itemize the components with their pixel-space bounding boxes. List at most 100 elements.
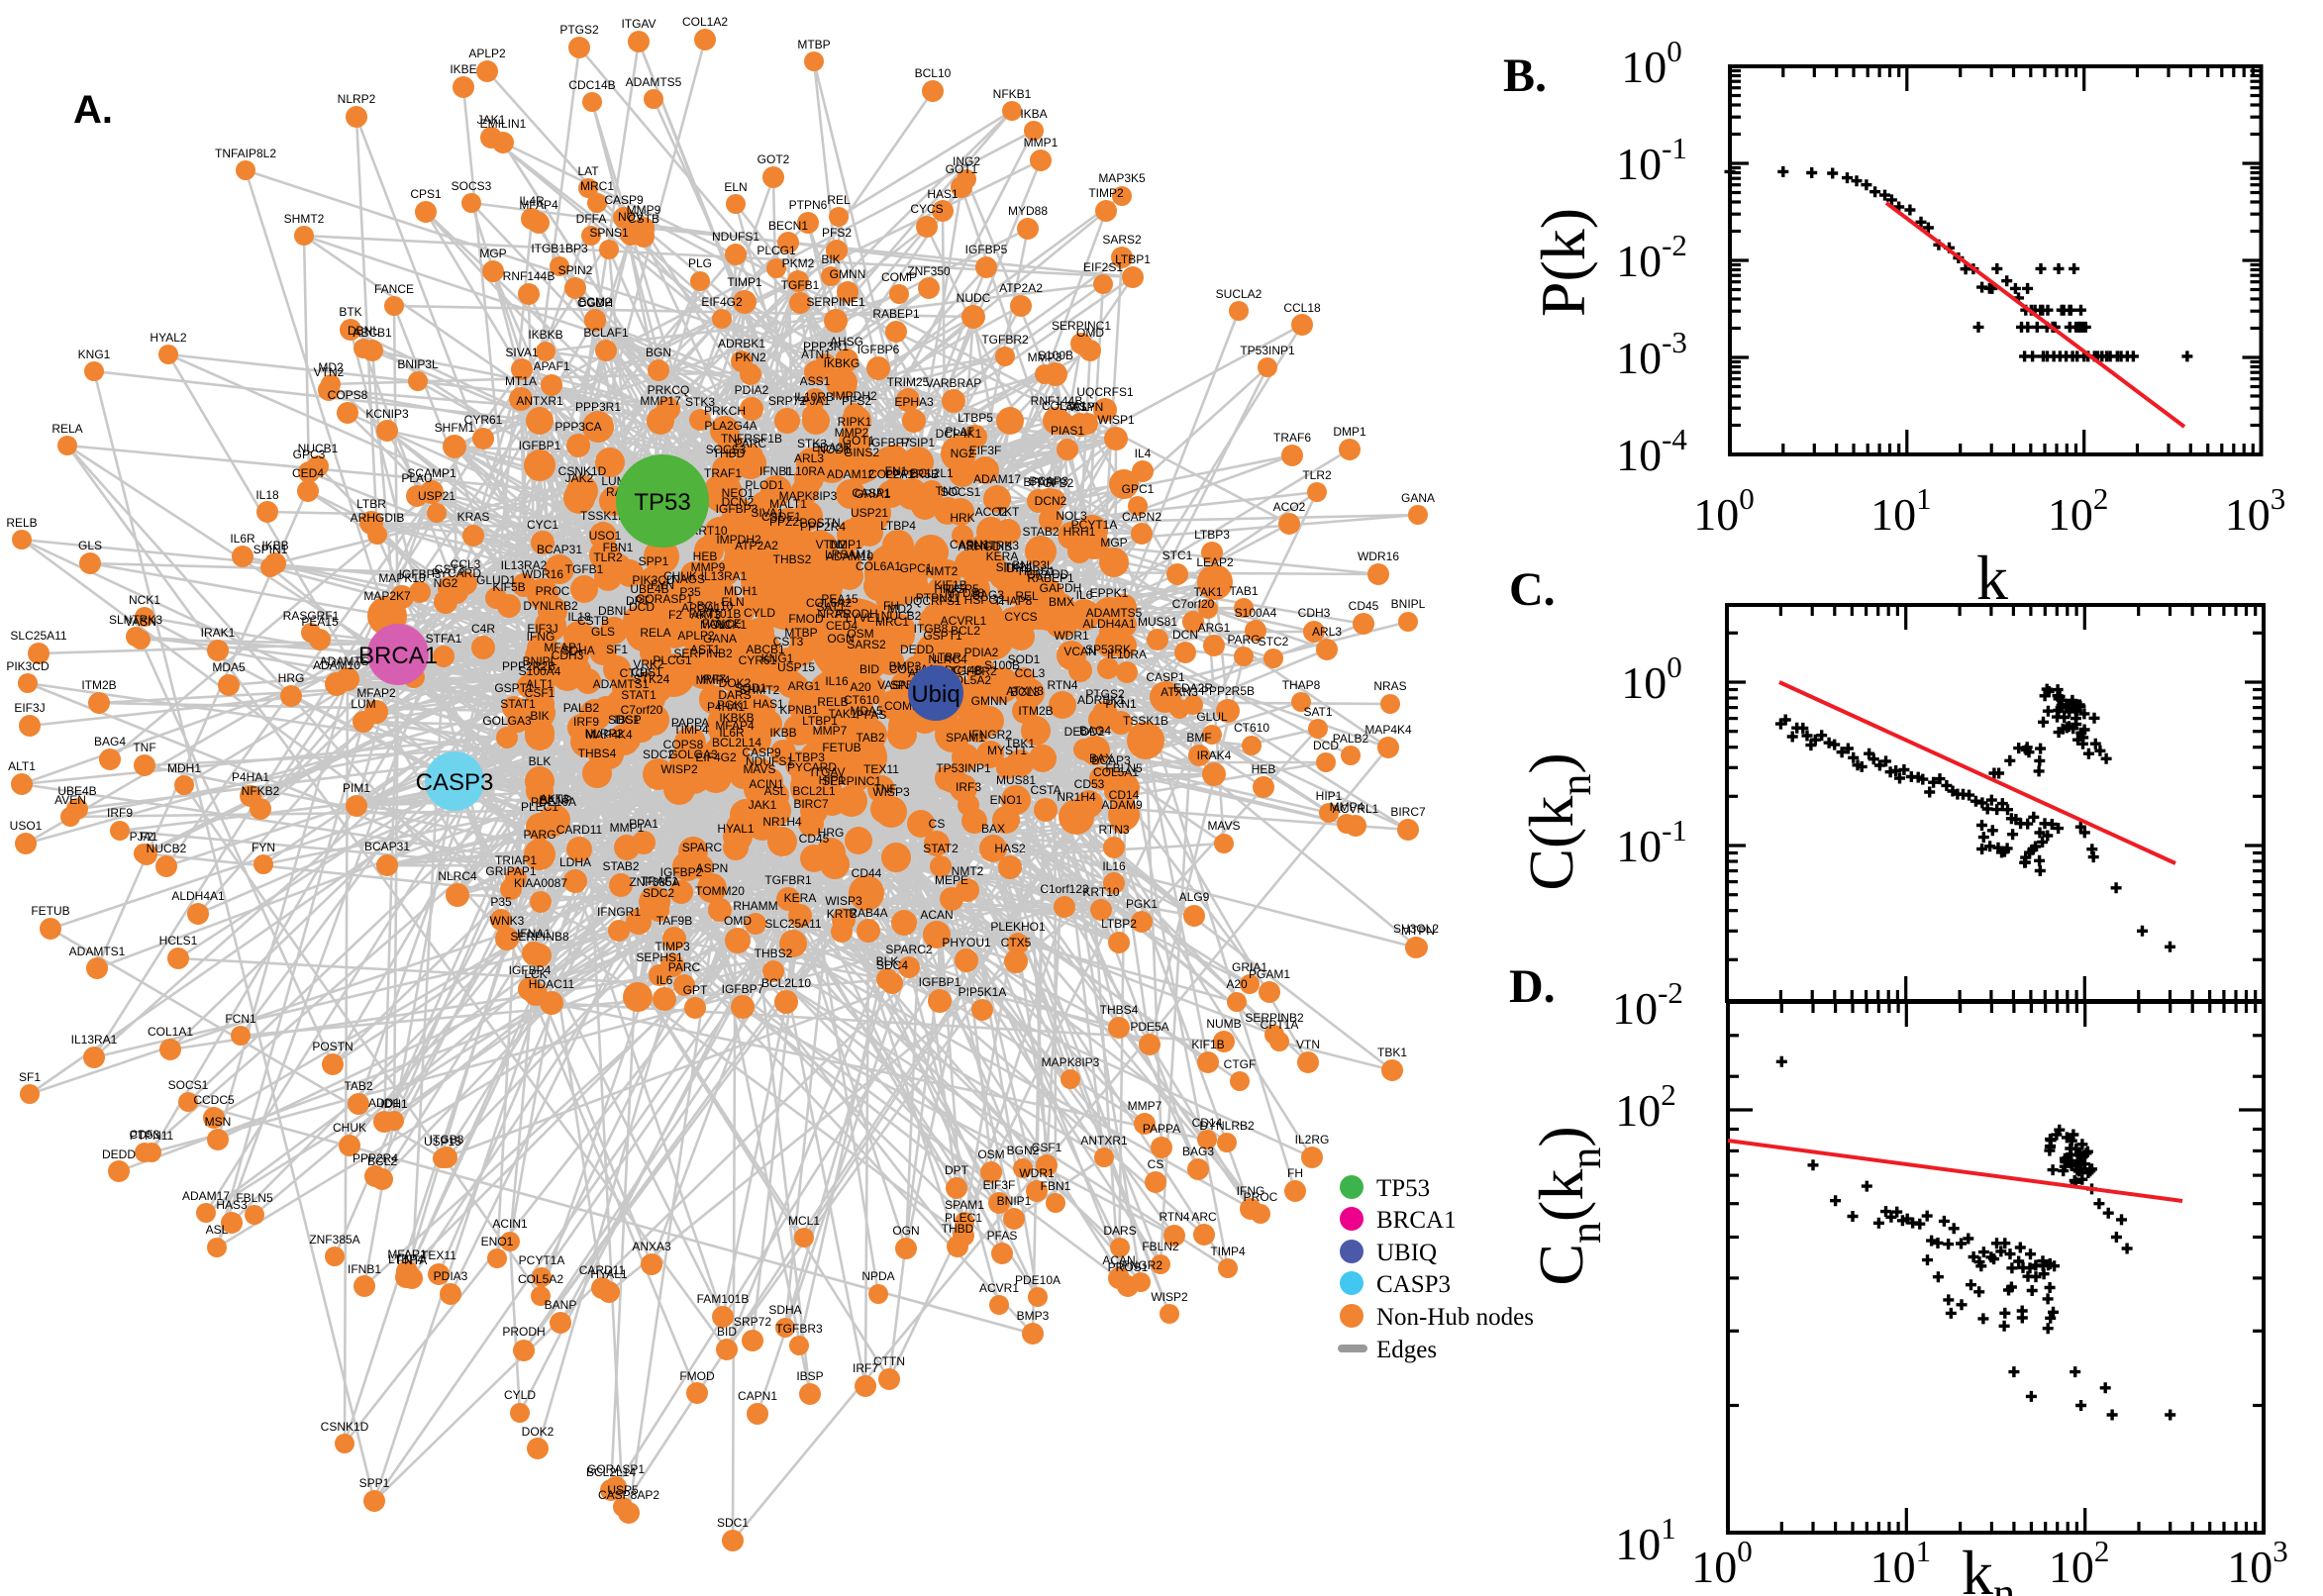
svg-text:HRH1: HRH1 bbox=[1063, 525, 1096, 539]
svg-text:COL1A2: COL1A2 bbox=[682, 15, 728, 29]
svg-text:EIF3F: EIF3F bbox=[983, 1178, 1016, 1192]
svg-text:COMP: COMP bbox=[881, 270, 917, 284]
svg-text:BRCA1: BRCA1 bbox=[1376, 1207, 1457, 1234]
svg-text:MMP4: MMP4 bbox=[1330, 800, 1364, 814]
svg-text:Ubiq: Ubiq bbox=[911, 681, 960, 708]
svg-text:DYNLRB2: DYNLRB2 bbox=[1199, 1119, 1255, 1133]
svg-text:KERA: KERA bbox=[784, 891, 817, 905]
svg-text:TIMP2: TIMP2 bbox=[1088, 186, 1124, 200]
svg-text:TAB2: TAB2 bbox=[344, 1079, 372, 1093]
svg-text:CASP8AP2: CASP8AP2 bbox=[598, 1488, 659, 1502]
svg-text:HYAL2: HYAL2 bbox=[150, 331, 186, 345]
svg-text:MD2: MD2 bbox=[318, 360, 344, 374]
svg-text:CAPN1: CAPN1 bbox=[738, 1389, 777, 1403]
svg-text:CAPN2: CAPN2 bbox=[1122, 510, 1162, 524]
svg-text:BID: BID bbox=[859, 662, 879, 676]
svg-text:PKN1: PKN1 bbox=[1105, 697, 1137, 711]
svg-text:BGN: BGN bbox=[646, 346, 671, 359]
svg-text:TP53INP1: TP53INP1 bbox=[1240, 344, 1295, 357]
svg-text:PKN2: PKN2 bbox=[735, 350, 766, 364]
svg-text:CSNK1D: CSNK1D bbox=[321, 1420, 369, 1434]
svg-text:IL13RA1: IL13RA1 bbox=[71, 1033, 118, 1047]
svg-text:MMP9: MMP9 bbox=[627, 203, 661, 217]
svg-text:IL4: IL4 bbox=[1135, 447, 1152, 460]
svg-text:GPC1: GPC1 bbox=[900, 561, 933, 575]
svg-text:IL18: IL18 bbox=[567, 610, 591, 624]
svg-text:COL2A1: COL2A1 bbox=[868, 467, 914, 481]
svg-text:APLP2: APLP2 bbox=[468, 47, 506, 60]
svg-text:PPP3R1: PPP3R1 bbox=[803, 340, 849, 353]
svg-text:VRK2: VRK2 bbox=[633, 657, 664, 671]
svg-text:UBE4B: UBE4B bbox=[57, 784, 96, 798]
svg-text:CD45: CD45 bbox=[1349, 599, 1379, 613]
svg-text:LTBP5: LTBP5 bbox=[958, 411, 993, 425]
svg-text:BAG4: BAG4 bbox=[94, 735, 126, 748]
svg-text:PRODH: PRODH bbox=[502, 1325, 545, 1339]
svg-text:SRP72: SRP72 bbox=[734, 1315, 771, 1329]
svg-text:ARHGDIB: ARHGDIB bbox=[351, 511, 405, 525]
svg-text:SLC25A11: SLC25A11 bbox=[10, 629, 66, 643]
svg-text:IL16: IL16 bbox=[1102, 859, 1126, 873]
svg-text:NOL3: NOL3 bbox=[1056, 509, 1087, 523]
svg-text:CS: CS bbox=[1148, 1157, 1164, 1171]
svg-text:A.: A. bbox=[73, 88, 113, 132]
svg-text:BCL2L10: BCL2L10 bbox=[761, 976, 811, 990]
svg-text:RELA: RELA bbox=[640, 626, 670, 640]
svg-text:PPP3CA: PPP3CA bbox=[555, 420, 601, 434]
svg-text:MMP4: MMP4 bbox=[696, 673, 731, 687]
svg-text:HSPG2: HSPG2 bbox=[964, 593, 1005, 607]
svg-text:HRK: HRK bbox=[950, 511, 974, 525]
svg-text:GOLGA3: GOLGA3 bbox=[482, 714, 532, 728]
svg-text:ARL3: ARL3 bbox=[1312, 625, 1342, 639]
svg-text:BCL3: BCL3 bbox=[1010, 685, 1040, 699]
svg-text:USO1: USO1 bbox=[10, 819, 43, 833]
svg-text:NPDA: NPDA bbox=[861, 1269, 894, 1283]
svg-text:PGK1: PGK1 bbox=[1126, 897, 1158, 911]
svg-text:OGDH: OGDH bbox=[577, 296, 613, 310]
svg-text:TIMP4: TIMP4 bbox=[673, 723, 709, 737]
svg-text:TLR2: TLR2 bbox=[1302, 468, 1332, 482]
svg-text:EIF3J: EIF3J bbox=[14, 701, 45, 715]
svg-text:ADAM12: ADAM12 bbox=[827, 467, 874, 481]
svg-text:KPNB1: KPNB1 bbox=[779, 703, 819, 717]
svg-text:SERPINC1: SERPINC1 bbox=[1052, 319, 1111, 333]
svg-text:SPNS1: SPNS1 bbox=[589, 226, 629, 240]
svg-text:EIF4G2: EIF4G2 bbox=[695, 750, 737, 764]
svg-text:MAP3K5: MAP3K5 bbox=[1098, 171, 1146, 185]
svg-text:BCAP31: BCAP31 bbox=[364, 840, 410, 853]
svg-text:CT610: CT610 bbox=[1234, 721, 1269, 735]
svg-text:CASP3: CASP3 bbox=[416, 769, 494, 796]
svg-text:APAF1: APAF1 bbox=[533, 359, 569, 373]
svg-text:BMF: BMF bbox=[1186, 731, 1211, 745]
svg-text:MMP7: MMP7 bbox=[1128, 1099, 1162, 1113]
svg-text:ZNF385A: ZNF385A bbox=[309, 1233, 359, 1247]
svg-text:BIRC7: BIRC7 bbox=[1390, 805, 1426, 819]
svg-text:FBLN5: FBLN5 bbox=[236, 1191, 273, 1205]
svg-text:GORASP1: GORASP1 bbox=[587, 1462, 645, 1476]
svg-text:WISP3: WISP3 bbox=[825, 894, 862, 908]
svg-text:PIAS1: PIAS1 bbox=[1051, 424, 1084, 438]
svg-text:THAP8: THAP8 bbox=[1282, 678, 1321, 692]
svg-text:GRIA1: GRIA1 bbox=[855, 487, 890, 501]
svg-text:MAP2K7: MAP2K7 bbox=[363, 589, 411, 603]
svg-text:FH: FH bbox=[883, 599, 899, 613]
svg-text:IL10RB: IL10RB bbox=[794, 390, 834, 404]
svg-text:MAP4K4: MAP4K4 bbox=[1364, 723, 1412, 737]
svg-text:IFNB1: IFNB1 bbox=[759, 464, 793, 478]
svg-text:BAX: BAX bbox=[981, 822, 1005, 836]
svg-text:IL4R: IL4R bbox=[519, 194, 545, 208]
svg-text:MTBP: MTBP bbox=[797, 38, 830, 51]
svg-text:NLRC4: NLRC4 bbox=[438, 869, 477, 883]
svg-text:MRC1: MRC1 bbox=[580, 179, 614, 193]
svg-text:TP53: TP53 bbox=[634, 489, 690, 516]
svg-text:ELN: ELN bbox=[724, 180, 747, 194]
svg-text:PTPN11: PTPN11 bbox=[916, 591, 960, 605]
svg-text:IFNB1: IFNB1 bbox=[348, 1262, 381, 1276]
svg-text:TAB2: TAB2 bbox=[856, 731, 884, 745]
svg-text:IGFBP5: IGFBP5 bbox=[965, 243, 1008, 256]
svg-text:NMT2: NMT2 bbox=[952, 864, 984, 878]
svg-text:RTN4: RTN4 bbox=[1159, 1210, 1189, 1224]
svg-text:FBLN2: FBLN2 bbox=[1142, 1240, 1179, 1253]
svg-text:IFNG: IFNG bbox=[1237, 1184, 1265, 1198]
svg-text:MGP: MGP bbox=[479, 247, 506, 260]
